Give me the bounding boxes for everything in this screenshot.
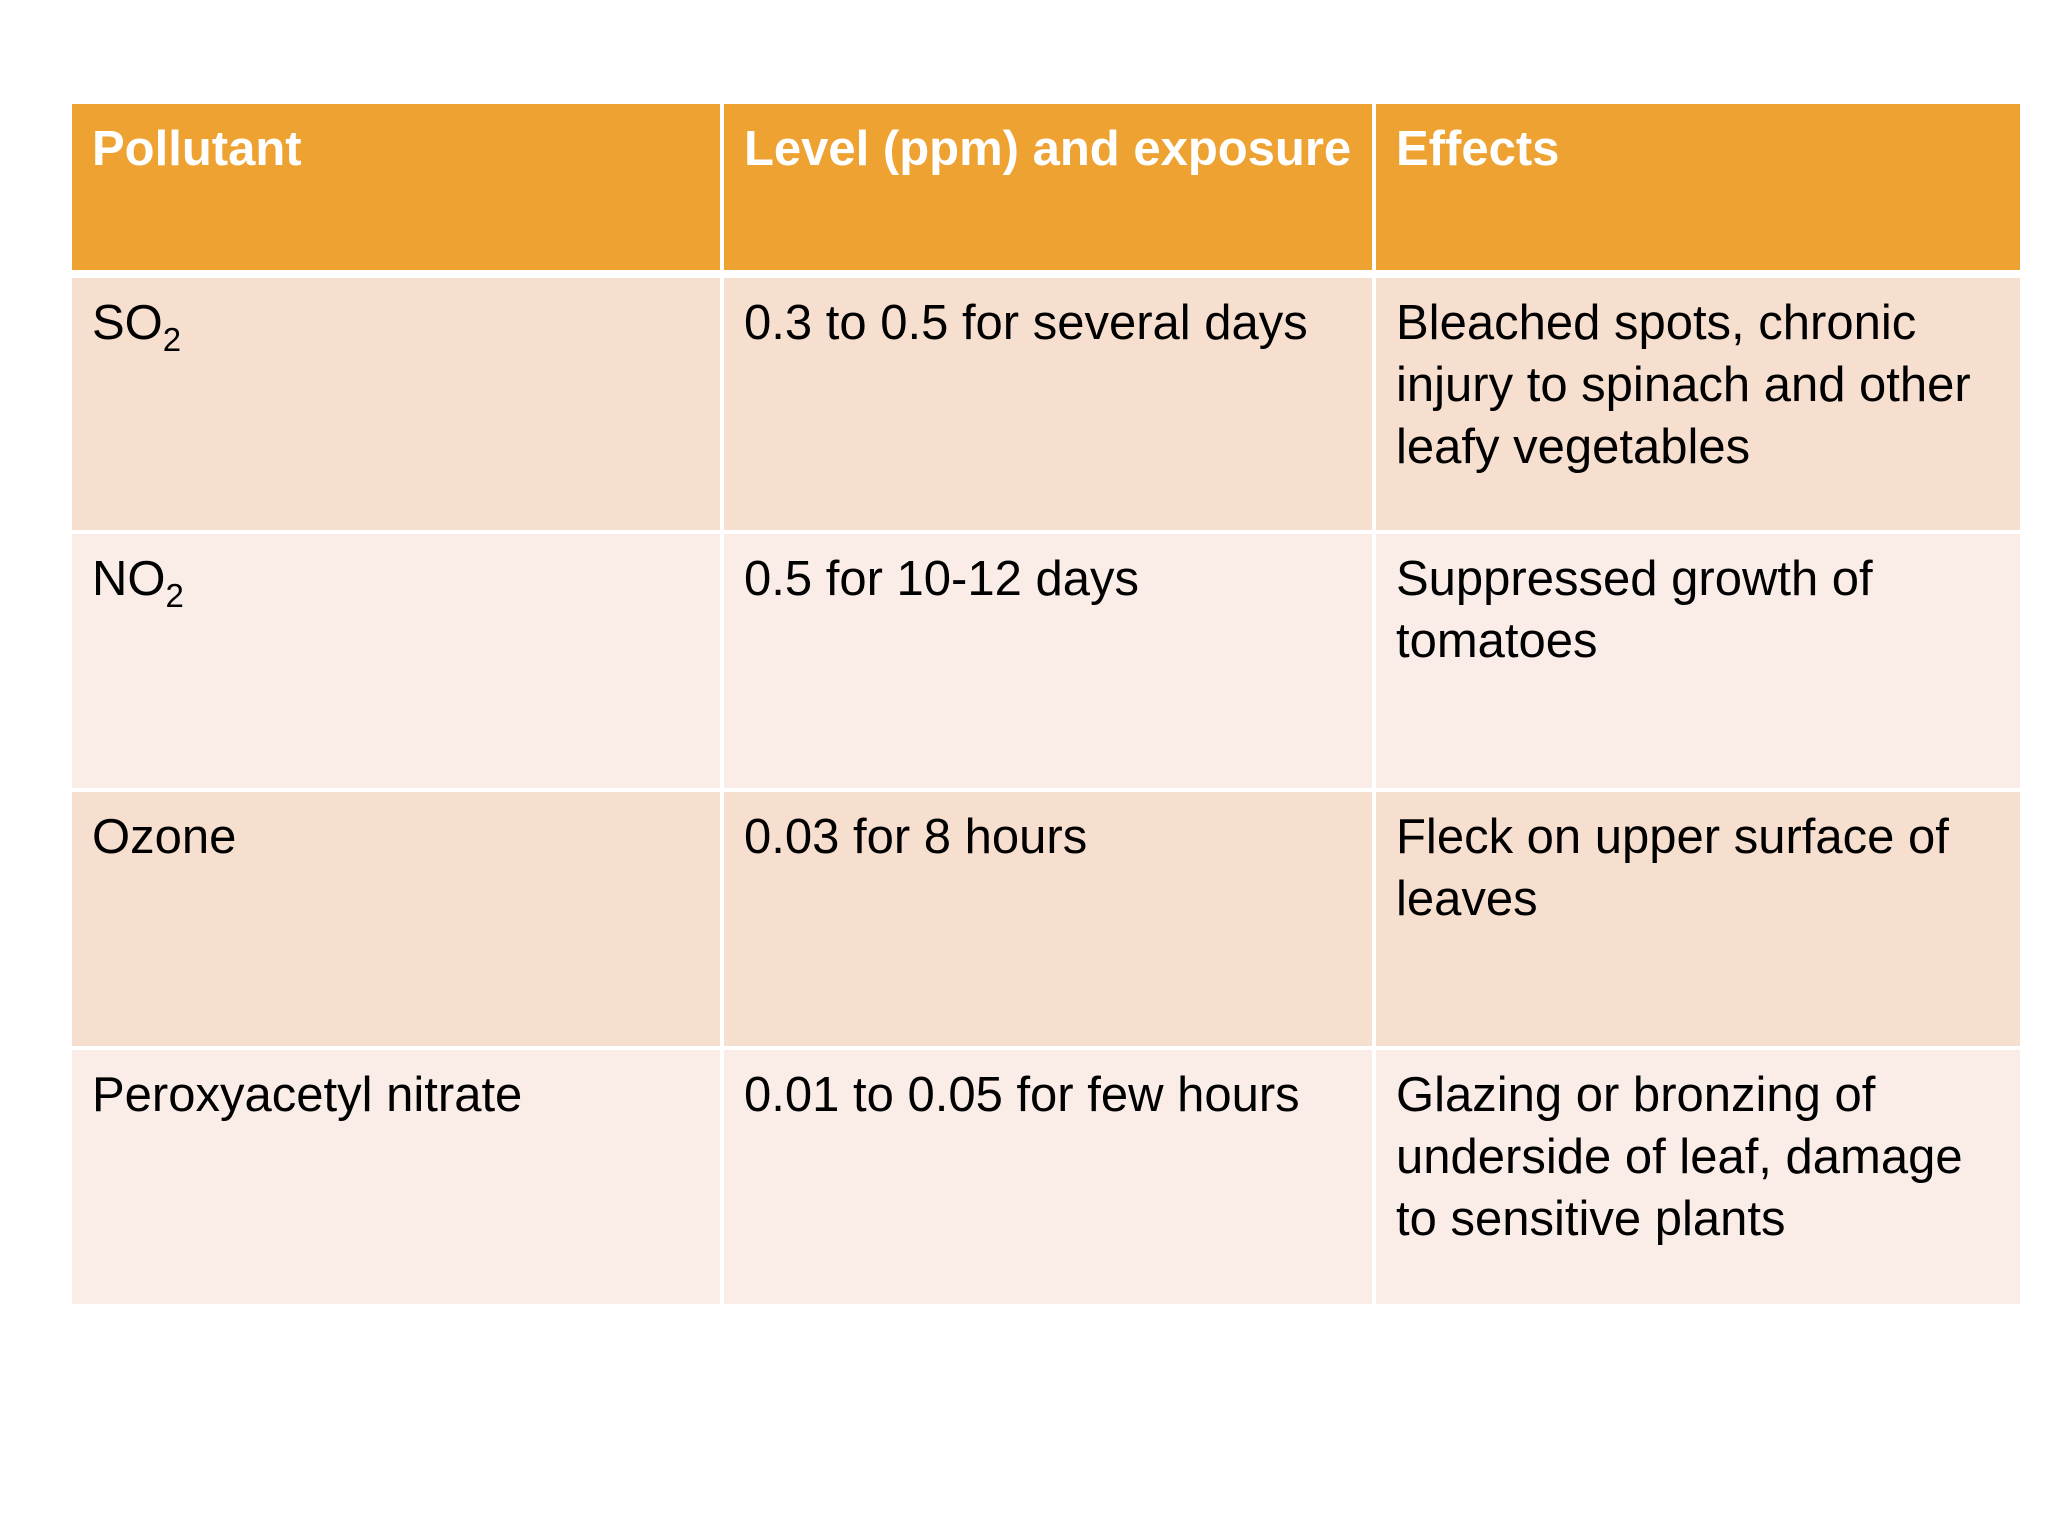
header-level-exposure: Level (ppm) and exposure [720,100,1376,278]
effects-cell: Bleached spots, chronic injury to spinac… [1372,272,2024,534]
pollutant-cell: Peroxyacetyl nitrate [68,1046,724,1308]
table-header-row: Pollutant Level (ppm) and exposure Effec… [68,100,2024,278]
pollutant-cell: NO2 [68,530,724,792]
pollutant-name: Ozone [92,810,237,864]
pollutant-formula: NO2 [92,552,184,612]
effects-cell: Fleck on upper surface of leaves [1372,788,2024,1050]
pollutant-base: NO [92,552,166,606]
effects-cell: Suppressed growth of tomatoes [1372,530,2024,792]
level-cell: 0.3 to 0.5 for several days [720,272,1376,534]
pollutant-subscript: 2 [162,321,182,358]
pollutant-effects-table: Pollutant Level (ppm) and exposure Effec… [68,100,2024,1308]
pollutant-subscript: 2 [165,577,184,614]
table-row: Peroxyacetyl nitrate 0.01 to 0.05 for fe… [68,1046,2024,1308]
table-row: SO2 0.3 to 0.5 for several days Bleached… [68,272,2024,534]
level-cell: 0.5 for 10-12 days [720,530,1376,792]
pollutant-cell: Ozone [68,788,724,1050]
pollutant-base: SO [92,296,163,350]
header-effects: Effects [1372,100,2024,278]
pollutant-formula: SO2 [92,296,181,356]
pollutant-cell: SO2 [68,272,724,534]
effects-cell: Glazing or bronzing of underside of leaf… [1372,1046,2024,1308]
header-pollutant: Pollutant [68,100,724,278]
table-row: NO2 0.5 for 10-12 days Suppressed growth… [68,530,2024,792]
pollutant-name: Peroxyacetyl nitrate [92,1068,523,1122]
level-cell: 0.03 for 8 hours [720,788,1376,1050]
table-row: Ozone 0.03 for 8 hours Fleck on upper su… [68,788,2024,1050]
level-cell: 0.01 to 0.05 for few hours [720,1046,1376,1308]
